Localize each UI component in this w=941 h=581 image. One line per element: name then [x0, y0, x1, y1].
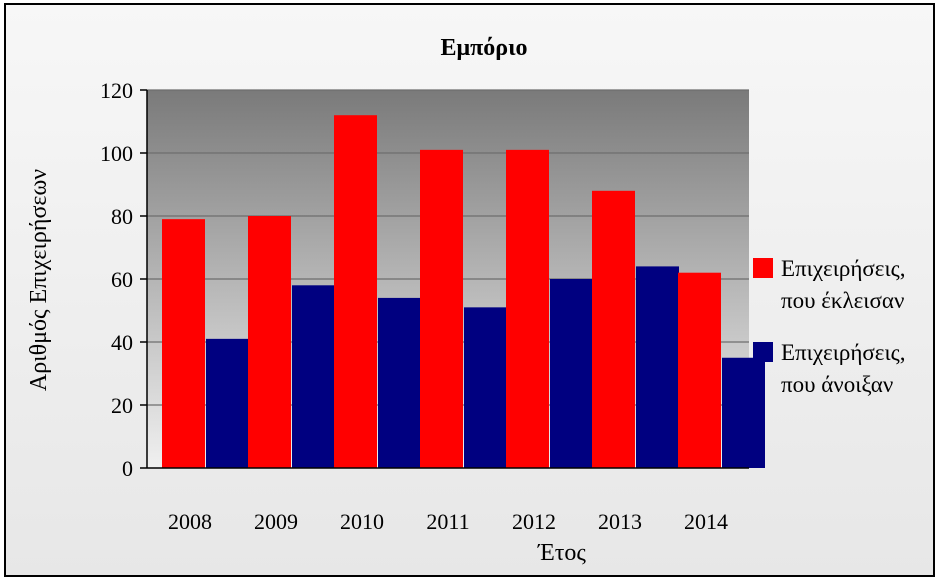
bar-closed-2011	[420, 149, 463, 468]
y-tick-label: 20	[111, 393, 133, 418]
y-tick-label: 0	[122, 456, 133, 481]
y-tick-label: 60	[111, 267, 133, 292]
x-axis-title: Έτος	[537, 540, 586, 566]
bar-closed-2013	[592, 190, 635, 469]
bar-opened-2008	[206, 338, 249, 468]
bar-opened-2013	[636, 266, 679, 468]
bar-opened-2011	[464, 307, 507, 468]
legend-label: που έκλεισαν	[781, 288, 904, 313]
legend-swatch	[753, 258, 773, 278]
x-tick-label: 2009	[254, 509, 298, 534]
bar-opened-2010	[378, 297, 421, 468]
legend-label: Επιχειρήσεις,	[781, 340, 906, 365]
y-axis-ticks: 0 20 40 60 80 100 120	[100, 78, 147, 481]
bar-closed-2008	[162, 219, 205, 468]
x-tick-label: 2012	[512, 509, 556, 534]
legend-label: που άνοιξαν	[781, 372, 893, 397]
x-tick-label: 2010	[340, 509, 384, 534]
bar-closed-2014	[678, 272, 721, 468]
y-tick-label: 40	[111, 330, 133, 355]
bar-closed-2012	[506, 149, 549, 468]
y-axis-title: Αριθμός Επιχειρήσεων	[26, 169, 52, 391]
x-axis-ticks: 2008 2009 2010 2011 2012 2013 2014	[168, 509, 728, 534]
bar-closed-2010	[334, 115, 377, 468]
bars	[162, 115, 765, 469]
legend-label: Επιχειρήσεις,	[781, 256, 906, 281]
legend-swatch	[753, 342, 773, 362]
bar-opened-2014	[722, 357, 765, 468]
x-tick-label: 2008	[168, 509, 212, 534]
bar-opened-2012	[550, 279, 593, 468]
y-tick-label: 120	[100, 78, 133, 103]
legend: Επιχειρήσεις, που έκλεισαν Επιχειρήσεις, πο…	[753, 256, 906, 397]
y-tick-label: 80	[111, 204, 133, 229]
bar-closed-2009	[248, 216, 291, 468]
y-tick-label: 100	[100, 141, 133, 166]
x-tick-label: 2013	[598, 509, 642, 534]
bar-opened-2009	[292, 285, 335, 468]
x-tick-label: 2011	[426, 509, 469, 534]
x-tick-label: 2014	[684, 509, 728, 534]
chart-title: Εμπόριο	[440, 35, 527, 61]
